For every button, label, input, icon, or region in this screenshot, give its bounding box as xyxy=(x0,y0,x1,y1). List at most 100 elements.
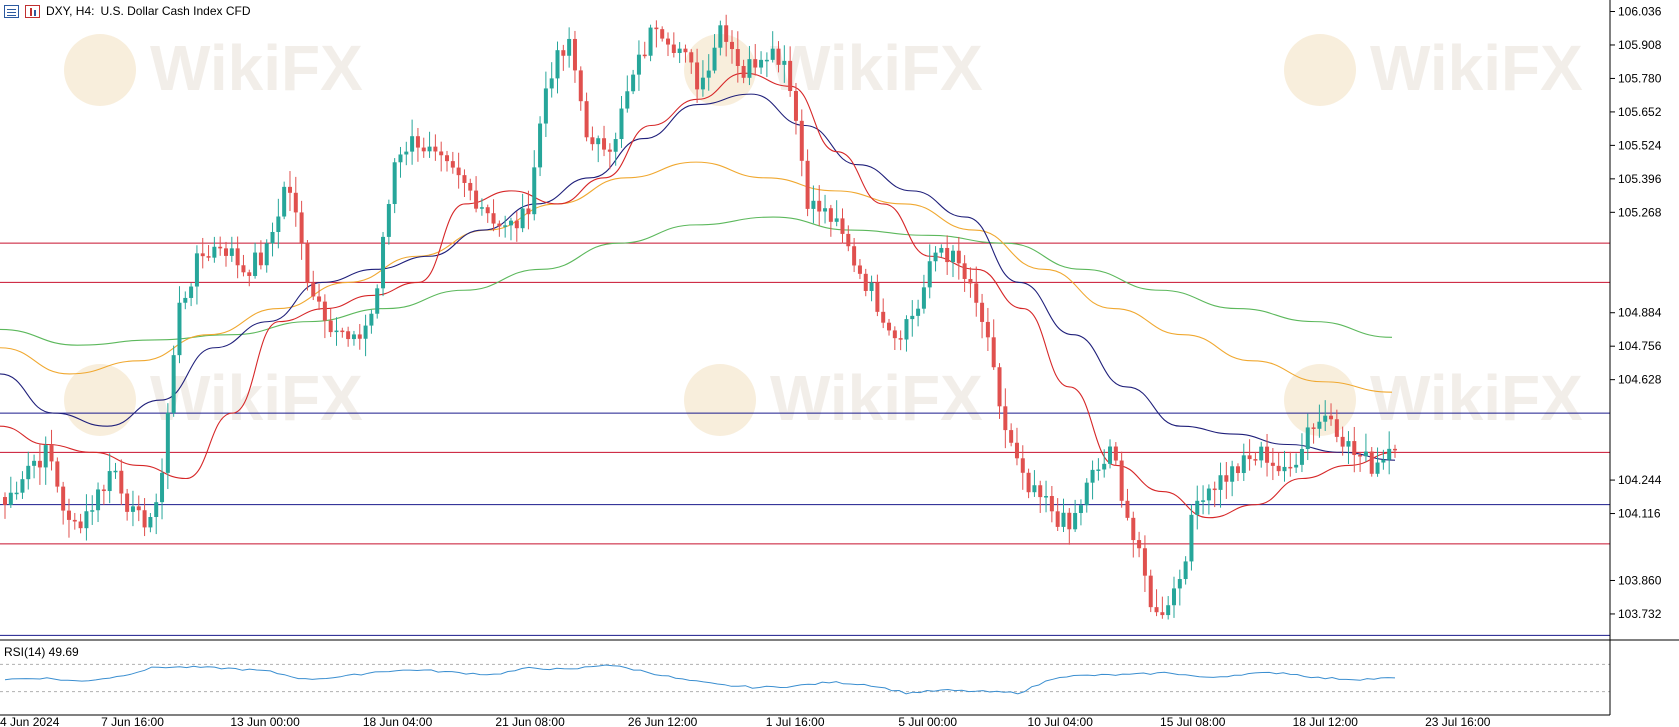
y-tick-label: 104.884 xyxy=(1618,306,1662,320)
candle-body xyxy=(956,250,961,264)
horizontal-levels[interactable]: 105.150105.000104.500104.350104.150104.0… xyxy=(0,235,1679,644)
candle-body xyxy=(1241,455,1246,474)
candle-body xyxy=(1009,430,1014,443)
candle-body xyxy=(1270,462,1275,466)
candle-body xyxy=(945,247,950,263)
y-tick-label: 105.268 xyxy=(1618,205,1662,219)
candle-body xyxy=(479,207,484,209)
price-axis-bg xyxy=(1610,0,1679,727)
candle-body xyxy=(695,62,700,90)
symbol-label: DXY, H4: xyxy=(46,4,95,18)
candle-body xyxy=(3,497,7,505)
y-tick-label: 105.652 xyxy=(1618,105,1662,119)
candle-body xyxy=(1340,436,1345,447)
list-icon[interactable] xyxy=(4,4,19,18)
candle-body xyxy=(532,167,537,215)
candle-body xyxy=(84,511,89,529)
candle-body xyxy=(613,139,618,152)
candle-body xyxy=(212,246,217,258)
chart-header: DXY, H4: U.S. Dollar Cash Index CFD xyxy=(4,2,251,20)
candle-body xyxy=(1189,514,1194,562)
candle-body xyxy=(782,60,787,65)
candle-body xyxy=(1166,605,1171,616)
candle-body xyxy=(317,296,322,302)
watermark-text: WikiFX xyxy=(1370,32,1583,104)
candle-body xyxy=(1142,548,1147,576)
candle-body xyxy=(224,248,229,256)
candle-body xyxy=(1160,612,1165,616)
candle-body xyxy=(410,136,415,152)
candle-body xyxy=(427,146,432,152)
candle-body xyxy=(14,492,19,495)
candle-body xyxy=(642,54,647,57)
candle-body xyxy=(363,325,368,339)
candle-body xyxy=(351,334,356,340)
candle-body xyxy=(1148,575,1153,608)
candle-body xyxy=(939,247,944,253)
bar-chart-icon[interactable] xyxy=(25,4,40,18)
candle-body xyxy=(840,218,845,234)
watermark-text: WikiFX xyxy=(1370,362,1583,434)
y-tick-label: 105.396 xyxy=(1618,172,1662,186)
candle-body xyxy=(1020,458,1025,473)
candle-body xyxy=(26,465,31,480)
ma-fast-line xyxy=(0,72,1396,519)
candle-body xyxy=(1014,442,1019,459)
candle-body xyxy=(811,200,816,209)
candle-body xyxy=(636,54,641,75)
candle-body xyxy=(950,250,955,263)
watermark-text: WikiFX xyxy=(770,32,983,104)
candle-body xyxy=(282,186,287,217)
candle-body xyxy=(1369,451,1374,474)
candle-body xyxy=(1247,455,1252,460)
candle-body xyxy=(741,65,746,78)
candle-body xyxy=(404,151,409,155)
candle-body xyxy=(962,263,967,279)
symbol-description: U.S. Dollar Cash Index CFD xyxy=(100,4,251,18)
candle-body xyxy=(747,59,752,78)
x-tick-label: 15 Jul 08:00 xyxy=(1160,715,1226,727)
y-tick-label: 105.908 xyxy=(1618,38,1662,52)
candle-body xyxy=(1218,475,1223,490)
candle-body xyxy=(817,200,822,212)
candle-body xyxy=(270,231,275,244)
candle-body xyxy=(264,243,269,266)
candle-body xyxy=(788,60,793,92)
candle-body xyxy=(898,338,903,340)
candle-body xyxy=(439,151,444,156)
candle-body xyxy=(1358,455,1363,457)
candle-body xyxy=(32,460,37,466)
rsi-panel: 100.0070.0030.000.00 xyxy=(0,637,1655,719)
candle-body xyxy=(1119,460,1124,501)
candle-body xyxy=(863,273,868,291)
candle-body xyxy=(450,161,455,168)
ma-mid-line xyxy=(0,93,1396,461)
candle-body xyxy=(142,510,147,528)
candle-body xyxy=(1305,427,1310,450)
candle-body xyxy=(933,252,938,262)
watermark-logo xyxy=(64,34,136,106)
y-tick-label: 103.860 xyxy=(1618,573,1662,587)
candle-body xyxy=(1288,466,1293,469)
candle-body xyxy=(596,138,601,145)
candle-body xyxy=(287,186,292,193)
candle-body xyxy=(549,78,554,89)
y-tick-label: 105.780 xyxy=(1618,71,1662,85)
candle-body xyxy=(1171,588,1176,606)
candle-body xyxy=(136,506,141,511)
candle-body xyxy=(631,74,636,92)
candle-body xyxy=(194,253,199,287)
candle-body xyxy=(660,29,665,39)
candle-body xyxy=(910,315,915,320)
candle-body xyxy=(1055,511,1060,527)
candle-body xyxy=(648,27,653,56)
candle-body xyxy=(776,48,781,65)
candle-body xyxy=(764,59,769,62)
candle-body xyxy=(602,138,607,150)
candle-body xyxy=(130,506,135,512)
candle-body xyxy=(55,461,60,487)
x-tick-label: 5 Jul 00:00 xyxy=(898,715,957,727)
candle-body xyxy=(1038,485,1043,498)
candle-body xyxy=(718,25,723,48)
